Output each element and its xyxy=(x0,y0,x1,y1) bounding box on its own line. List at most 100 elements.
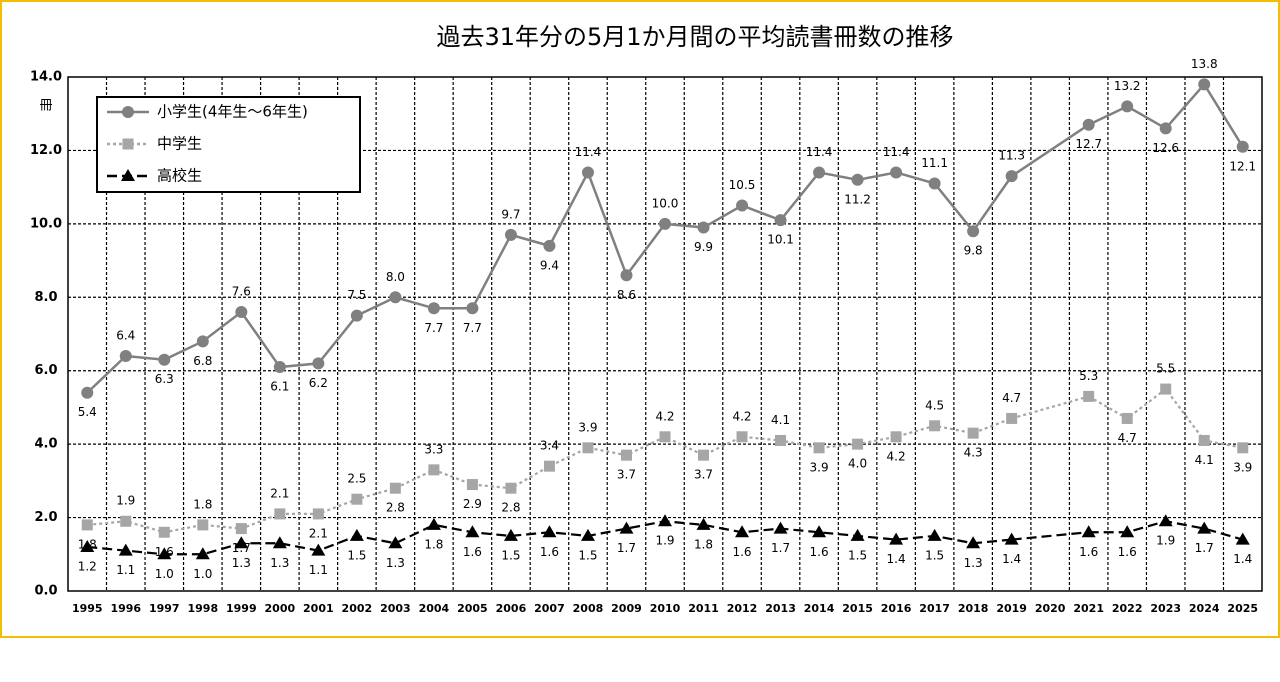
data-label: 8.0 xyxy=(386,270,405,284)
data-label: 1.5 xyxy=(347,548,366,562)
data-point xyxy=(774,214,787,227)
x-tick-label: 2020 xyxy=(1035,602,1066,615)
x-tick-label: 2025 xyxy=(1227,602,1258,615)
x-tick-label: 1998 xyxy=(187,602,218,615)
data-label: 1.9 xyxy=(655,534,674,548)
data-point xyxy=(466,479,478,491)
data-point xyxy=(1235,532,1250,545)
data-point xyxy=(928,177,941,190)
data-label: 5.3 xyxy=(1079,369,1098,383)
data-point xyxy=(543,239,556,252)
data-label: 1.4 xyxy=(1002,552,1021,566)
data-label: 1.6 xyxy=(810,545,829,559)
data-label: 1.7 xyxy=(1195,541,1214,555)
data-label: 10.0 xyxy=(652,196,679,210)
data-label: 1.8 xyxy=(424,537,443,551)
x-tick-label: 2007 xyxy=(534,602,565,615)
data-point xyxy=(389,291,402,304)
x-tick-label: 1997 xyxy=(149,602,180,615)
data-label: 13.8 xyxy=(1191,57,1218,71)
data-point xyxy=(736,431,748,443)
data-point xyxy=(890,431,902,443)
gap-connector xyxy=(1010,123,1090,178)
data-point xyxy=(658,514,672,527)
data-label: 4.2 xyxy=(655,409,674,423)
data-label: 13.2 xyxy=(1114,79,1141,93)
data-label: 8.6 xyxy=(617,288,636,302)
data-point xyxy=(388,536,403,549)
data-label: 2.1 xyxy=(270,486,289,500)
data-point xyxy=(1159,122,1172,135)
data-label: 1.1 xyxy=(116,563,135,577)
data-label: 1.3 xyxy=(386,556,405,570)
data-label: 11.3 xyxy=(998,149,1025,163)
y-tick-label: 2.0 xyxy=(34,510,57,525)
data-label: 9.9 xyxy=(694,240,713,254)
data-label: 3.9 xyxy=(578,420,597,434)
data-label: 4.5 xyxy=(925,398,944,412)
data-label: 4.2 xyxy=(887,449,906,463)
data-point xyxy=(813,442,825,454)
data-label: 5.4 xyxy=(78,405,97,419)
data-point xyxy=(1198,434,1210,446)
data-label: 4.1 xyxy=(771,413,790,427)
data-label: 2.9 xyxy=(463,497,482,511)
data-label: 1.3 xyxy=(964,556,983,570)
data-label: 7.5 xyxy=(347,288,366,302)
data-label: 1.3 xyxy=(232,556,251,570)
y-tick-label: 12.0 xyxy=(30,143,62,158)
y-tick-label: 6.0 xyxy=(34,363,57,378)
data-point xyxy=(157,547,172,560)
data-point xyxy=(852,438,864,450)
data-label: 1.8 xyxy=(193,497,212,511)
data-point xyxy=(813,166,826,179)
y-tick-label: 8.0 xyxy=(34,290,57,305)
y-tick-label: 10.0 xyxy=(30,216,62,231)
data-point xyxy=(1006,412,1018,424)
data-point xyxy=(118,543,133,556)
data-label: 1.5 xyxy=(578,548,597,562)
data-label: 7.6 xyxy=(232,284,251,298)
data-point xyxy=(81,519,93,531)
x-tick-label: 2014 xyxy=(804,602,835,615)
x-tick-label: 2001 xyxy=(303,602,334,615)
data-point xyxy=(967,225,980,238)
data-point xyxy=(966,536,981,549)
legend-label: 小学生(4年生～6年生) xyxy=(157,103,308,121)
data-label: 1.2 xyxy=(78,559,97,573)
data-label: 10.5 xyxy=(729,178,756,192)
x-tick-label: 2010 xyxy=(650,602,681,615)
x-tick-label: 2002 xyxy=(342,602,373,615)
data-label: 1.9 xyxy=(1156,534,1175,548)
data-label: 1.3 xyxy=(270,556,289,570)
data-label: 2.5 xyxy=(347,472,366,486)
data-label: 9.7 xyxy=(501,207,520,221)
data-point xyxy=(1197,521,1212,534)
data-point xyxy=(1160,383,1172,395)
data-label: 1.7 xyxy=(771,541,790,555)
data-point xyxy=(582,442,594,454)
x-tick-label: 2019 xyxy=(996,602,1027,615)
legend-label: 高校生 xyxy=(157,167,202,185)
data-point xyxy=(119,350,132,363)
data-point xyxy=(1082,118,1095,131)
data-label: 4.1 xyxy=(1195,453,1214,467)
data-label: 11.4 xyxy=(806,145,833,159)
data-label: 2.1 xyxy=(309,526,328,540)
x-tick-label: 2004 xyxy=(419,602,450,615)
data-label: 6.1 xyxy=(270,380,289,394)
data-point xyxy=(659,217,671,230)
data-label: 1.6 xyxy=(1079,545,1098,559)
data-point xyxy=(1198,78,1211,91)
x-tick-label: 2023 xyxy=(1150,602,1181,615)
data-label: 1.5 xyxy=(501,548,520,562)
data-point xyxy=(620,269,633,282)
data-point xyxy=(696,517,711,530)
data-point xyxy=(736,199,749,212)
data-label: 3.3 xyxy=(424,442,443,456)
data-point xyxy=(889,532,904,545)
x-tick-label: 1996 xyxy=(110,602,141,615)
legend-marker xyxy=(121,169,135,181)
data-point xyxy=(196,335,209,348)
x-tick-label: 2021 xyxy=(1073,602,1104,615)
